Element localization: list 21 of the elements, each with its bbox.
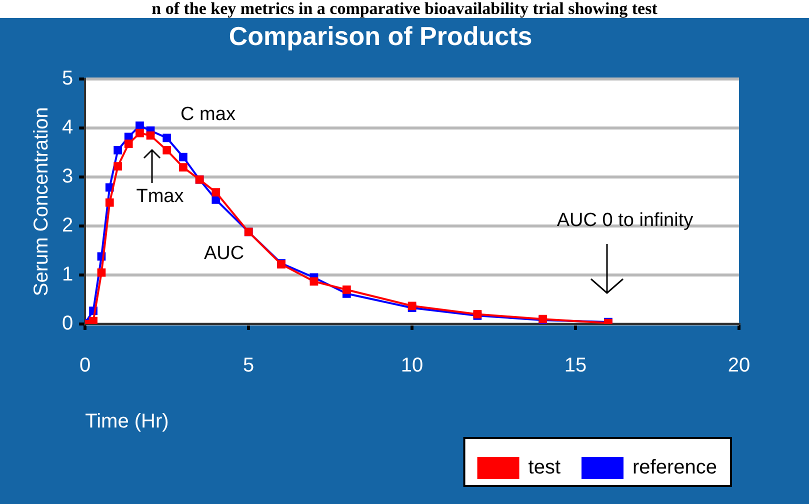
x-tick-label: 20 xyxy=(728,354,750,377)
y-tick-label: 5 xyxy=(62,68,74,90)
x-tick-label: 5 xyxy=(243,354,254,377)
y-axis-title: Serum Concentration xyxy=(30,107,53,296)
y-tick-label: 2 xyxy=(62,214,74,237)
legend-label: test xyxy=(528,456,561,479)
text: n of the key metrics in a comparative bioavailability trial showing test xyxy=(0,0,809,18)
x-tick-label: 10 xyxy=(400,354,424,377)
x-tick-label: 15 xyxy=(564,354,587,377)
annotation: C max xyxy=(180,104,236,126)
annotation: AUC xyxy=(204,243,244,265)
x-axis-title: Time (Hr) xyxy=(85,410,169,433)
chart-title: Comparison of Products xyxy=(228,20,532,51)
annotation: Tmax xyxy=(136,186,184,208)
y-tick-label: 0 xyxy=(62,312,74,335)
y-tick-label: 4 xyxy=(62,116,74,139)
y-tick-label: 1 xyxy=(62,264,74,286)
legend-label: reference xyxy=(632,456,718,479)
y-tick-label: 3 xyxy=(62,166,74,188)
annotation: AUC 0 to infinity xyxy=(556,210,694,232)
x-tick-label: 0 xyxy=(80,354,91,377)
